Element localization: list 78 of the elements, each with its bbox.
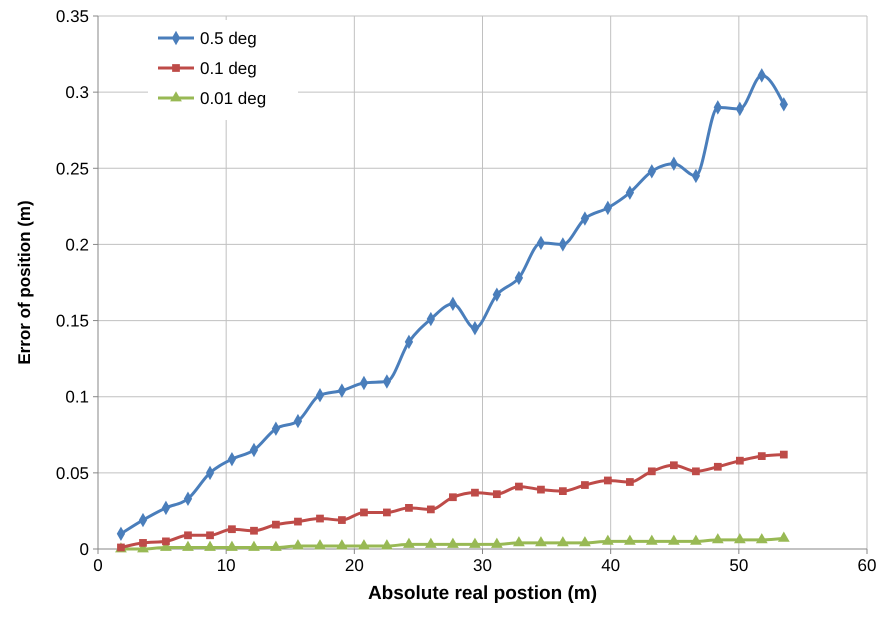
point bbox=[648, 467, 656, 476]
point bbox=[670, 461, 678, 470]
point bbox=[626, 478, 634, 486]
y-tick-label: 0.25 bbox=[56, 159, 89, 178]
point bbox=[513, 536, 525, 546]
legend-label: 0.01 deg bbox=[200, 89, 266, 108]
point bbox=[139, 539, 147, 547]
point bbox=[712, 533, 724, 544]
point bbox=[206, 531, 214, 540]
point bbox=[250, 526, 258, 535]
point bbox=[316, 514, 324, 522]
point bbox=[556, 536, 569, 546]
point bbox=[204, 540, 216, 551]
point bbox=[272, 520, 280, 529]
y-tick-label: 0.35 bbox=[56, 7, 89, 26]
x-tick-label: 60 bbox=[858, 556, 876, 575]
point bbox=[184, 531, 192, 540]
point bbox=[734, 533, 746, 544]
y-axis-title: Error of position (m) bbox=[15, 200, 34, 365]
point bbox=[447, 538, 459, 548]
point bbox=[405, 504, 413, 512]
point bbox=[449, 493, 457, 502]
y-tick-label: 0.2 bbox=[65, 235, 89, 254]
point bbox=[490, 538, 503, 548]
point bbox=[314, 539, 326, 550]
point bbox=[714, 462, 722, 471]
point bbox=[248, 540, 260, 551]
point bbox=[756, 533, 768, 544]
y-tick-label: 0.15 bbox=[56, 312, 89, 331]
point bbox=[604, 476, 612, 484]
point bbox=[469, 538, 481, 548]
point bbox=[692, 467, 700, 476]
point bbox=[226, 540, 238, 551]
point bbox=[403, 538, 415, 548]
point bbox=[758, 452, 766, 460]
point bbox=[668, 534, 680, 545]
point bbox=[558, 487, 567, 496]
point bbox=[360, 508, 368, 516]
point bbox=[162, 538, 170, 546]
point bbox=[383, 508, 391, 516]
point bbox=[581, 481, 589, 489]
point bbox=[424, 538, 437, 548]
point bbox=[492, 490, 501, 498]
point bbox=[690, 534, 702, 545]
point bbox=[646, 534, 658, 545]
y-tick-label: 0.1 bbox=[65, 388, 89, 407]
point bbox=[515, 482, 523, 490]
point bbox=[780, 450, 788, 458]
x-axis-title: Absolute real postion (m) bbox=[368, 583, 598, 604]
point bbox=[228, 525, 236, 534]
x-tick-label: 20 bbox=[344, 556, 364, 575]
point bbox=[336, 539, 348, 550]
point bbox=[778, 532, 790, 542]
x-tick-label: 30 bbox=[473, 556, 492, 575]
point bbox=[338, 516, 346, 524]
point bbox=[294, 518, 302, 526]
legend-label: 0.1 deg bbox=[200, 59, 257, 78]
x-tick-label: 40 bbox=[601, 556, 620, 575]
point bbox=[537, 486, 545, 494]
point bbox=[736, 456, 744, 465]
point bbox=[358, 539, 370, 550]
point bbox=[624, 534, 636, 545]
point bbox=[602, 534, 614, 545]
point bbox=[381, 539, 393, 550]
point bbox=[426, 506, 435, 514]
y-tick-label: 0.05 bbox=[56, 464, 89, 483]
point bbox=[579, 536, 591, 546]
point bbox=[182, 540, 194, 551]
point bbox=[270, 540, 282, 551]
legend-label: 0.5 deg bbox=[200, 29, 257, 48]
x-tick-label: 0 bbox=[93, 556, 103, 575]
x-tick-label: 50 bbox=[729, 556, 748, 575]
x-tick-label: 10 bbox=[216, 556, 236, 575]
point bbox=[535, 536, 547, 546]
y-tick-label: 0.3 bbox=[65, 83, 89, 102]
point bbox=[292, 539, 304, 550]
point bbox=[471, 488, 479, 497]
y-tick-label: 0 bbox=[80, 540, 89, 559]
